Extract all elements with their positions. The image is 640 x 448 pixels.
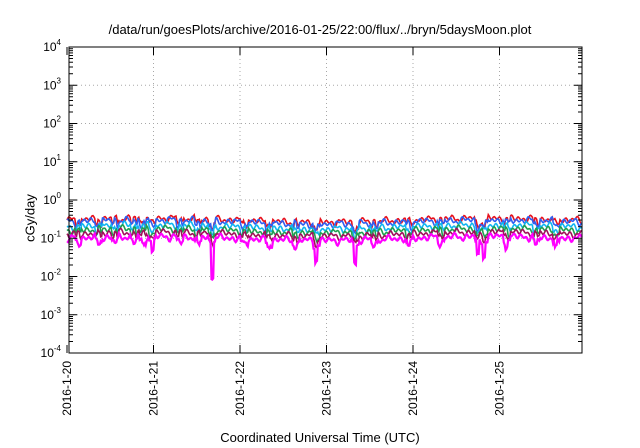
y-tick-label: 103 bbox=[43, 76, 61, 92]
tick-labels: 10-4 10-3 10-2 10-1 100 101 102 103 104 2016-1-20… bbox=[41, 38, 507, 416]
y-tick-label: 101 bbox=[43, 153, 61, 169]
y-tick-label: 104 bbox=[43, 38, 61, 54]
x-tick-label: 2016-1-21 bbox=[147, 361, 161, 416]
series-line bbox=[66, 215, 583, 236]
y-tick-label: 10-1 bbox=[41, 229, 62, 245]
grid bbox=[69, 47, 582, 353]
series-group bbox=[66, 212, 583, 281]
x-tick-label: 2016-1-20 bbox=[60, 361, 74, 416]
y-tick-label: 102 bbox=[43, 115, 61, 131]
chart-title: /data/run/goesPlots/archive/2016-01-25/2… bbox=[108, 22, 532, 37]
ticks bbox=[66, 46, 582, 354]
x-axis-label: Coordinated Universal Time (UTC) bbox=[220, 430, 420, 445]
y-tick-label: 10-4 bbox=[41, 344, 62, 360]
x-tick-label: 2016-1-23 bbox=[320, 361, 334, 416]
series-line bbox=[66, 230, 583, 281]
x-tick-label: 2016-1-25 bbox=[493, 361, 507, 416]
y-tick-label: 100 bbox=[43, 191, 61, 207]
x-tick-label: 2016-1-24 bbox=[406, 361, 420, 416]
y-tick-label: 10-2 bbox=[41, 268, 62, 284]
y-tick-label: 10-3 bbox=[41, 306, 62, 322]
series-line bbox=[66, 220, 583, 241]
x-tick-label: 2016-1-22 bbox=[233, 361, 247, 416]
